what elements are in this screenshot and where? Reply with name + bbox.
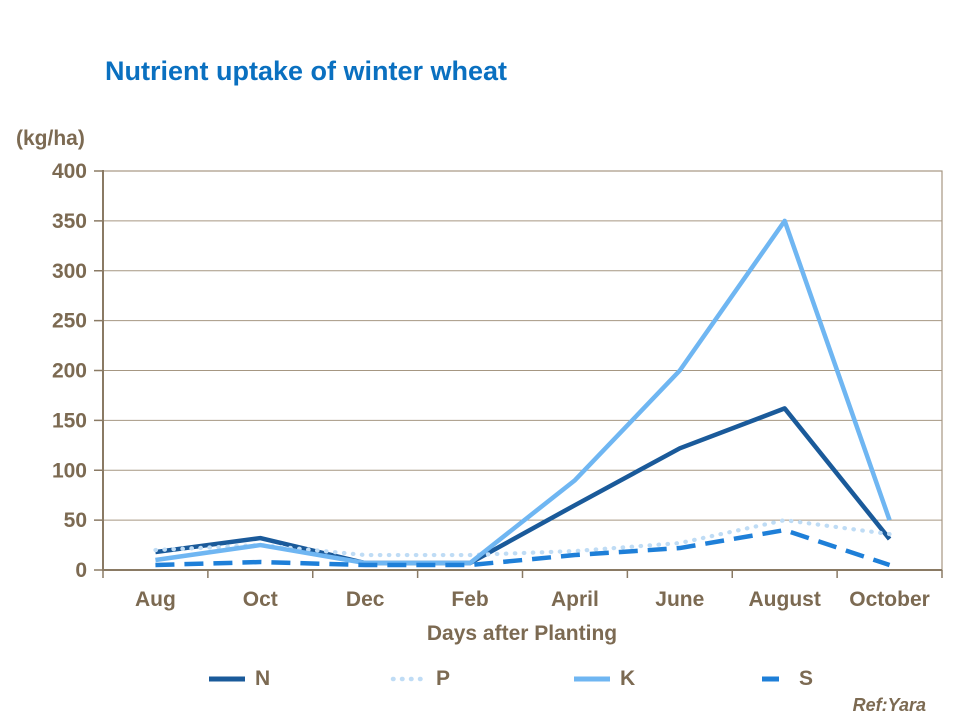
- series-line-K: [155, 218, 892, 566]
- y-tick-label: 100: [52, 459, 87, 482]
- y-tick-label: 150: [52, 409, 87, 432]
- chart-title: Nutrient uptake of winter wheat: [105, 56, 508, 86]
- x-category-label: Feb: [451, 588, 488, 611]
- legend-line-k-icon: [574, 676, 610, 682]
- x-axis-title: Days after Planting: [426, 622, 618, 645]
- legend-label-k: K: [620, 667, 636, 690]
- x-category-label: Aug: [135, 588, 176, 611]
- legend-item-k: K: [573, 664, 635, 694]
- y-tick-label: 250: [52, 310, 87, 333]
- y-tick-label: 300: [52, 260, 87, 283]
- legend-line-n-icon: [209, 676, 245, 682]
- legend-item-s: S: [752, 664, 813, 694]
- series-line-P: [153, 518, 892, 558]
- legend-line-s-icon: [762, 676, 779, 682]
- x-category-label: Dec: [346, 588, 385, 611]
- legend-label-p: P: [436, 667, 451, 690]
- y-tick-label: 350: [52, 210, 87, 233]
- legend-line-p-icon: [390, 676, 426, 682]
- y-tick-label: 50: [64, 509, 87, 532]
- x-category-label: Oct: [243, 588, 278, 611]
- legend-label-n: N: [255, 667, 271, 690]
- y-tick-label: 200: [52, 360, 87, 383]
- y-tick-label: 0: [75, 559, 87, 582]
- x-category-label: August: [749, 588, 821, 611]
- x-category-label: October: [849, 588, 930, 611]
- legend-label-s: S: [799, 667, 814, 690]
- chart-plot-area: 0 50 100 150 200 250 300 350 400 Aug Oct Dec Feb Apri…: [52, 160, 943, 611]
- series-line-S: [155, 527, 891, 568]
- y-tick-label: 400: [52, 160, 87, 183]
- legend-item-n: N: [208, 664, 270, 694]
- x-category-label: April: [551, 588, 599, 611]
- reference-credit: Ref:Yara: [852, 695, 926, 715]
- series-line-N: [155, 406, 892, 566]
- legend-item-p: P: [389, 664, 450, 694]
- y-axis-unit-label: (kg/ha): [16, 127, 85, 150]
- chart-legend: N P K S: [0, 664, 960, 694]
- x-category-label: June: [655, 588, 704, 611]
